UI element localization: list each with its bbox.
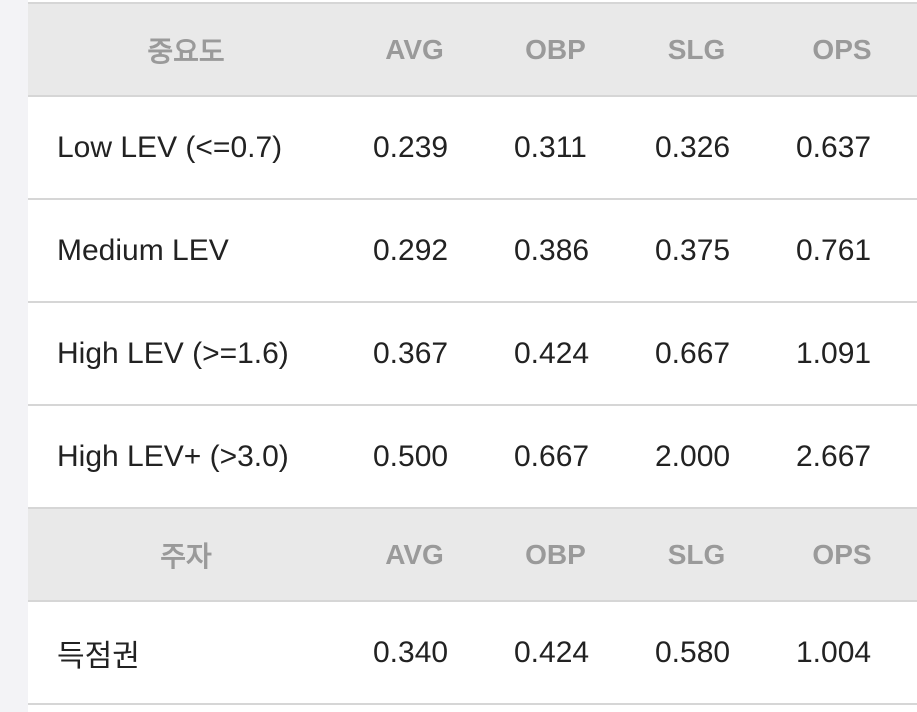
header-cell: AVG xyxy=(344,507,485,601)
stat-cell: 0.367 xyxy=(344,301,485,405)
table-row: High LEV (>=1.6) 0.367 0.424 0.667 1.091 xyxy=(28,301,917,405)
section-header: 주자 AVG OBP SLG OPS xyxy=(28,507,917,601)
stat-cell: 0.424 xyxy=(485,600,626,705)
row-label: Low LEV (<=0.7) xyxy=(28,95,344,199)
stat-cell: 2.000 xyxy=(626,404,767,508)
stat-cell: 0.667 xyxy=(485,404,626,508)
header-cell: SLG xyxy=(626,507,767,601)
row-label: High LEV+ (>3.0) xyxy=(28,404,344,508)
header-cell: OBP xyxy=(485,507,626,601)
stat-cell: 0.761 xyxy=(767,198,917,302)
header-cell: OBP xyxy=(485,2,626,96)
header-cell: 주자 xyxy=(28,507,344,601)
header-cell: SLG xyxy=(626,2,767,96)
stat-cell: 0.340 xyxy=(344,600,485,705)
stat-cell: 0.386 xyxy=(485,198,626,302)
stat-cell: 0.375 xyxy=(626,198,767,302)
stat-cell: 0.667 xyxy=(626,301,767,405)
stat-cell: 0.424 xyxy=(485,301,626,405)
table-body: 중요도 AVG OBP SLG OPS Low LEV (<=0.7) 0.239 0.311… xyxy=(28,2,917,705)
section-header: 중요도 AVG OBP SLG OPS xyxy=(28,2,917,96)
table-row: 득점권 0.340 0.424 0.580 1.004 xyxy=(28,600,917,705)
stats-table: 중요도 AVG OBP SLG OPS Low LEV (<=0.7) 0.239 0.311… xyxy=(28,2,917,705)
row-label: High LEV (>=1.6) xyxy=(28,301,344,405)
table-row: Low LEV (<=0.7) 0.239 0.311 0.326 0.637 xyxy=(28,95,917,199)
stat-cell: 0.239 xyxy=(344,95,485,199)
stat-cell: 0.326 xyxy=(626,95,767,199)
stat-cell: 0.500 xyxy=(344,404,485,508)
stat-cell: 1.004 xyxy=(767,600,917,705)
header-cell: OPS xyxy=(767,507,917,601)
stat-cell: 1.091 xyxy=(767,301,917,405)
header-cell: OPS xyxy=(767,2,917,96)
row-label: 득점권 xyxy=(28,600,344,705)
stat-cell: 0.637 xyxy=(767,95,917,199)
header-cell: AVG xyxy=(344,2,485,96)
stat-cell: 0.292 xyxy=(344,198,485,302)
stat-cell: 2.667 xyxy=(767,404,917,508)
stats-panel: 중요도 AVG OBP SLG OPS Low LEV (<=0.7) 0.239 0.311… xyxy=(28,0,917,712)
row-label: Medium LEV xyxy=(28,198,344,302)
stat-cell: 0.580 xyxy=(626,600,767,705)
header-cell: 중요도 xyxy=(28,2,344,96)
table-row: High LEV+ (>3.0) 0.500 0.667 2.000 2.667 xyxy=(28,404,917,508)
table-row: Medium LEV 0.292 0.386 0.375 0.761 xyxy=(28,198,917,302)
stat-cell: 0.311 xyxy=(485,95,626,199)
